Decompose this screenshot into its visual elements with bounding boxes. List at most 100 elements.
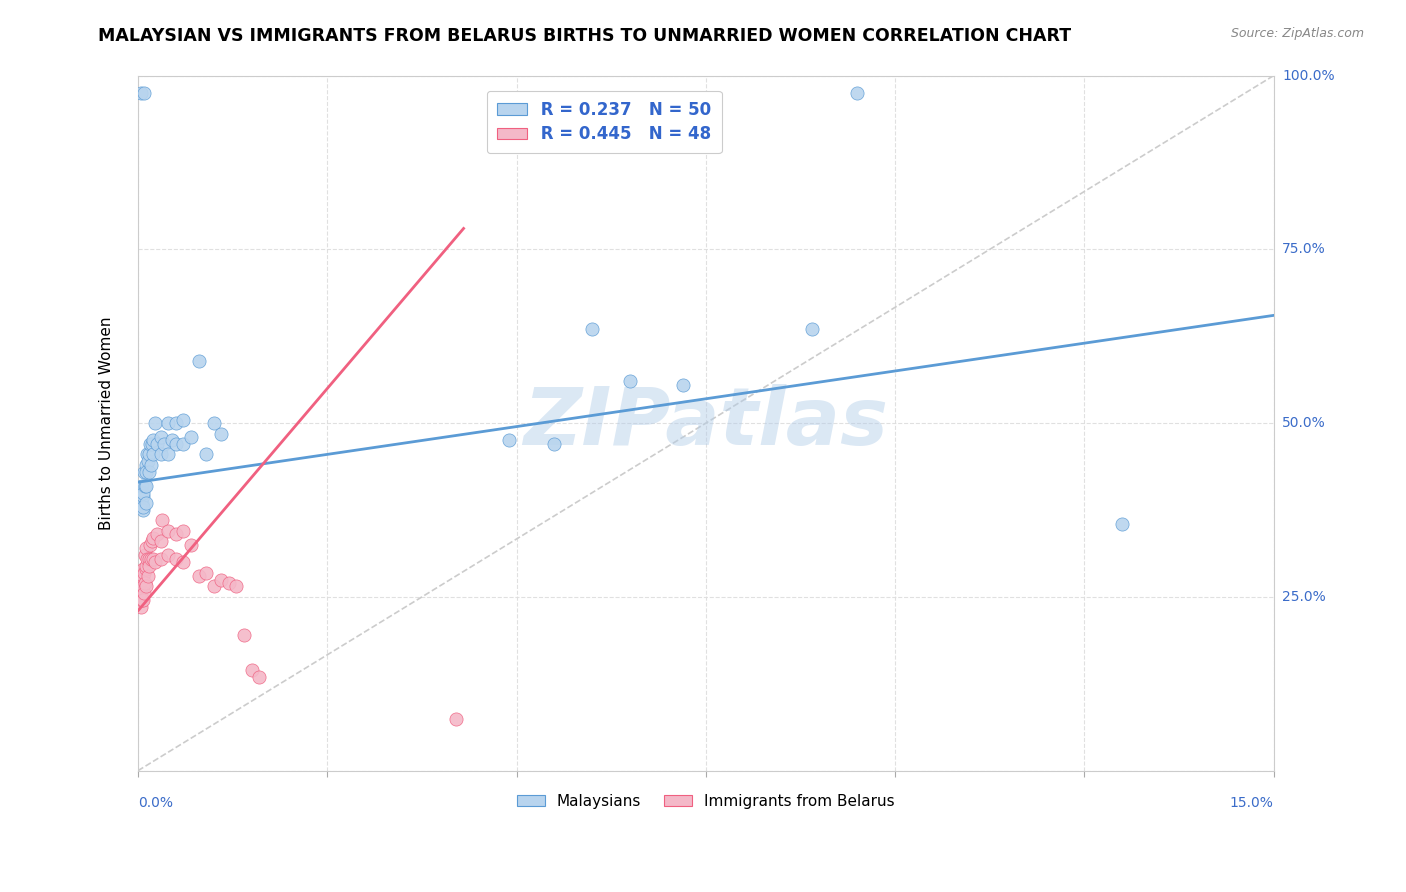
Point (498, 434, 520, 448)
Point (135, 478, 157, 492)
Point (131, 569, 153, 583)
Text: 100.0%: 100.0% (1282, 69, 1334, 83)
Point (135, 541, 157, 556)
Point (202, 579, 225, 593)
Point (135, 579, 157, 593)
Point (132, 86, 155, 100)
Point (149, 447, 172, 461)
Point (172, 412, 194, 426)
Point (165, 416, 187, 430)
Point (142, 551, 165, 566)
Point (132, 586, 155, 600)
Text: 15.0%: 15.0% (1230, 796, 1274, 810)
Point (146, 527, 169, 541)
Y-axis label: Births to Unmarried Women: Births to Unmarried Women (100, 317, 114, 530)
Text: 25.0%: 25.0% (1282, 590, 1326, 604)
Point (172, 437, 194, 451)
Point (135, 458, 157, 472)
Point (202, 416, 225, 430)
Legend: Malaysians, Immigrants from Belarus: Malaysians, Immigrants from Belarus (512, 788, 901, 815)
Point (136, 551, 159, 566)
Point (136, 569, 159, 583)
Point (132, 500, 155, 514)
Point (138, 447, 160, 461)
Point (165, 527, 187, 541)
Point (131, 593, 153, 607)
Point (129, 586, 152, 600)
Point (146, 437, 169, 451)
Point (139, 458, 162, 472)
Point (141, 534, 163, 549)
Point (149, 534, 172, 549)
Text: 50.0%: 50.0% (1282, 416, 1326, 430)
Point (129, 485, 152, 500)
Point (132, 465, 155, 479)
Point (139, 551, 162, 566)
Point (195, 447, 218, 461)
Point (142, 434, 165, 448)
Point (131, 503, 153, 517)
Point (131, 496, 153, 510)
Point (132, 562, 155, 576)
Point (139, 437, 162, 451)
Point (135, 558, 157, 573)
Point (138, 551, 160, 566)
Point (142, 531, 165, 545)
Point (672, 377, 695, 392)
Point (160, 434, 183, 448)
Point (180, 538, 202, 552)
Point (134, 548, 156, 562)
Point (225, 579, 247, 593)
Point (142, 447, 165, 461)
Point (157, 548, 180, 562)
Point (129, 586, 152, 600)
Point (138, 558, 160, 573)
Point (149, 551, 172, 566)
Point (240, 663, 263, 677)
Text: MALAYSIAN VS IMMIGRANTS FROM BELARUS BIRTHS TO UNMARRIED WOMEN CORRELATION CHART: MALAYSIAN VS IMMIGRANTS FROM BELARUS BIR… (98, 27, 1071, 45)
Point (187, 569, 209, 583)
Point (132, 485, 155, 500)
Point (131, 593, 153, 607)
Point (165, 551, 187, 566)
Point (129, 500, 152, 514)
Point (143, 416, 166, 430)
Point (134, 478, 156, 492)
Text: 0.0%: 0.0% (138, 796, 173, 810)
Point (131, 573, 153, 587)
Point (136, 447, 159, 461)
Point (172, 555, 194, 569)
Point (172, 524, 194, 538)
Point (157, 447, 180, 461)
Point (233, 628, 256, 642)
Point (153, 437, 176, 451)
Point (134, 576, 156, 591)
Text: Source: ZipAtlas.com: Source: ZipAtlas.com (1230, 27, 1364, 40)
Point (129, 86, 152, 100)
Point (132, 566, 155, 580)
Point (141, 437, 163, 451)
Point (846, 86, 869, 100)
Point (150, 513, 173, 527)
Point (195, 566, 218, 580)
Point (209, 426, 232, 441)
Text: ZIPatlas: ZIPatlas (523, 384, 889, 462)
Point (157, 416, 180, 430)
Point (143, 555, 166, 569)
Point (581, 322, 603, 336)
Point (619, 375, 641, 389)
Point (165, 437, 187, 451)
Point (132, 579, 155, 593)
Point (209, 573, 232, 587)
Point (157, 524, 180, 538)
Point (180, 430, 202, 444)
Point (139, 538, 162, 552)
Point (187, 353, 209, 368)
Point (444, 712, 467, 726)
Point (543, 437, 565, 451)
Point (149, 430, 172, 444)
Point (138, 465, 160, 479)
Point (218, 576, 240, 591)
Point (1111, 516, 1133, 531)
Point (135, 496, 157, 510)
